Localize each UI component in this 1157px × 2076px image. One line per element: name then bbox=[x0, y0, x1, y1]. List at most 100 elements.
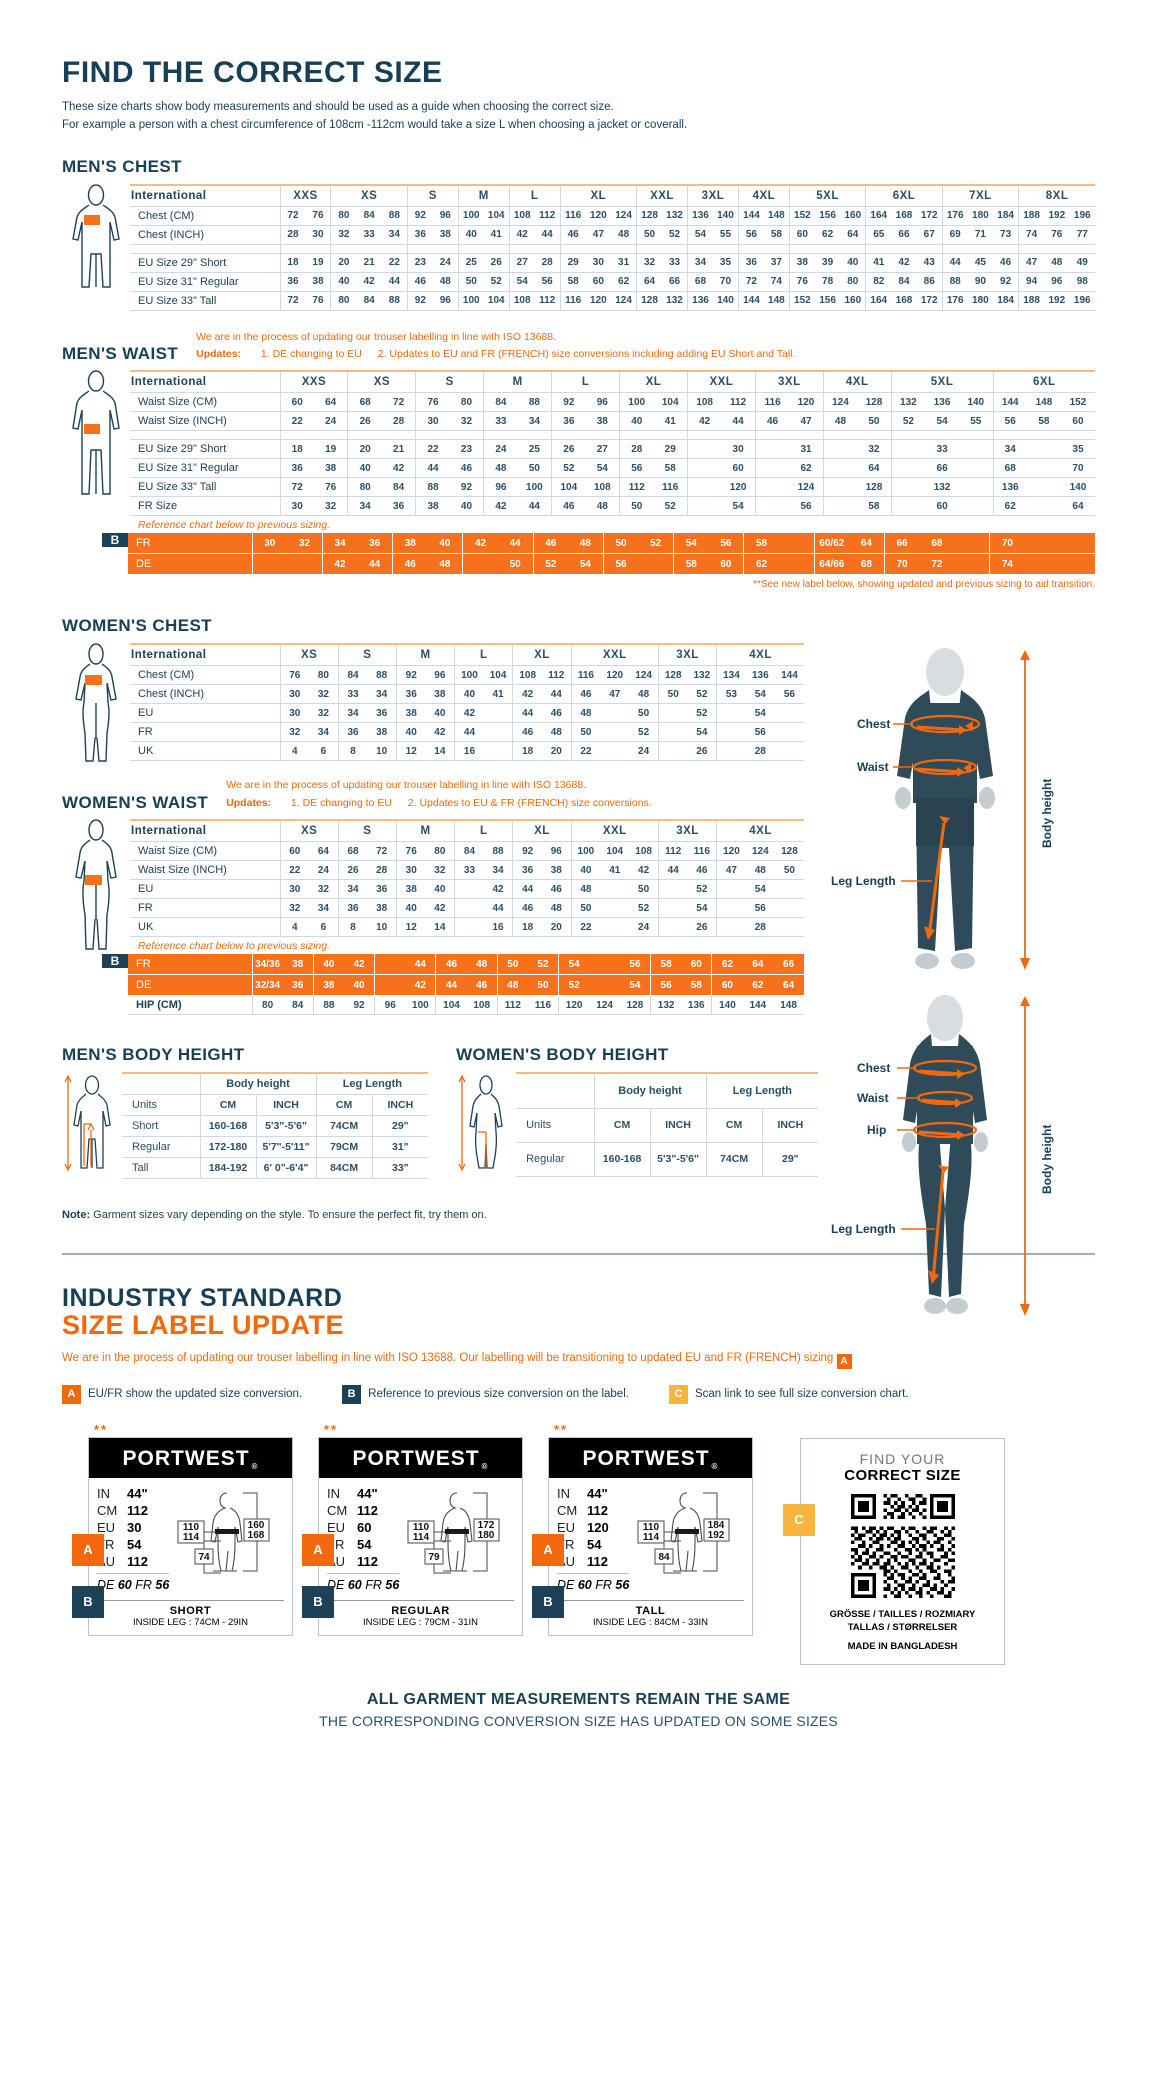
cell: 44 bbox=[941, 253, 968, 273]
cell: 48 bbox=[629, 684, 659, 705]
reference-cell bbox=[251, 553, 288, 576]
reference-cell: 50 bbox=[602, 533, 639, 555]
cell: 76 bbox=[313, 477, 348, 498]
registered-trademark-icon: ® bbox=[251, 1461, 259, 1471]
bh-unit-header: INCH bbox=[255, 1094, 317, 1116]
mens-chest-tbody: International XXS XS S M L XL XXL 3XL 4XL 5XL 6XL 7X… bbox=[130, 183, 1095, 311]
qr-card: FIND YOUR CORRECT SIZE bbox=[800, 1437, 1005, 1666]
cell: 42 bbox=[454, 703, 484, 724]
cell: 108 bbox=[512, 665, 542, 686]
cell: 38 bbox=[425, 684, 455, 705]
reference-cell: 44 bbox=[357, 553, 393, 576]
size-header: S bbox=[337, 643, 397, 667]
cell: 116 bbox=[570, 665, 601, 686]
cell: 28 bbox=[619, 439, 654, 460]
cell: 124 bbox=[611, 291, 637, 311]
size-header: 3XL bbox=[754, 370, 824, 394]
cell: 84 bbox=[483, 392, 518, 413]
cell: 160 bbox=[840, 206, 866, 226]
cell: 50 bbox=[629, 703, 659, 724]
cell: 80 bbox=[330, 291, 357, 311]
cell bbox=[686, 458, 722, 479]
cell: 34 bbox=[309, 722, 339, 743]
cell: 18 bbox=[279, 253, 306, 273]
cell: 32 bbox=[313, 496, 348, 517]
cell: 88 bbox=[381, 206, 408, 226]
cell: 92 bbox=[993, 272, 1019, 292]
table-row: Waist Size (CM) 60 64 68 72 76 80 84 88 92 96 100 10… bbox=[130, 392, 1095, 413]
cell: 34 bbox=[347, 496, 382, 517]
reference-cell: 32 bbox=[287, 533, 323, 555]
womens-chest-table: International XS S M L XL XXL 3XL 4XL Chest (CM) 7… bbox=[130, 643, 804, 762]
row-label: Waist Size (INCH) bbox=[130, 860, 280, 880]
spec-value: 112 bbox=[357, 1554, 378, 1570]
bh-row: Short 160-168 5'3"-5'6" 74CM 29" bbox=[122, 1115, 429, 1137]
qr-foot-2: TALLAS / STØRRELSER bbox=[847, 1621, 958, 1633]
mens-body-height-title: MEN'S BODY HEIGHT bbox=[62, 1045, 245, 1064]
reference-cell: 38 bbox=[391, 533, 428, 555]
cell: 124 bbox=[822, 392, 858, 413]
row-label: Chest (INCH) bbox=[130, 684, 280, 705]
cell: 96 bbox=[585, 392, 620, 413]
hip-cell: 132 bbox=[650, 996, 682, 1015]
size-header: 4XL bbox=[737, 183, 790, 207]
cell: 50 bbox=[457, 272, 484, 292]
size-label-update-section: INDUSTRY STANDARD SIZE LABEL UPDATE We a… bbox=[62, 1285, 1095, 1729]
row-label: EU Size 31" Regular bbox=[130, 272, 280, 292]
cell: 44 bbox=[657, 860, 688, 880]
cell: 54 bbox=[508, 272, 535, 292]
cell: 20 bbox=[541, 917, 572, 937]
cell: 36 bbox=[337, 898, 368, 918]
table-row: FR Size 30 32 34 36 38 40 42 44 46 48 50 52 54 56 58 60 6… bbox=[130, 496, 1095, 517]
mens-waist-update-2: 2. Updates to EU and FR (FRENCH) size co… bbox=[377, 348, 796, 361]
cell: 112 bbox=[534, 206, 561, 226]
size-header: 5XL bbox=[890, 370, 994, 394]
cell: 18 bbox=[279, 439, 314, 460]
cell: 172 bbox=[916, 206, 943, 226]
cell bbox=[774, 703, 804, 724]
cell: 184 bbox=[993, 206, 1019, 226]
cell: 152 bbox=[1060, 392, 1095, 413]
cell: 72 bbox=[279, 291, 306, 311]
row-label-international: International bbox=[130, 819, 280, 842]
male-body-figure-chest bbox=[62, 183, 130, 311]
fr-value: 56 bbox=[155, 1578, 170, 1593]
size-header: L bbox=[454, 819, 513, 842]
cell: 112 bbox=[619, 477, 654, 498]
row-label: Waist Size (CM) bbox=[130, 392, 280, 413]
reference-cell bbox=[1059, 533, 1095, 555]
cell: 128 bbox=[857, 392, 892, 413]
portwest-label-card: PORTWEST ® IN 44" CM 112 EU 120 FR 54 AU 112 DE 60 F… bbox=[548, 1436, 753, 1636]
row-label-international: International bbox=[130, 183, 280, 207]
table-spacer bbox=[130, 244, 1095, 254]
label-body: IN 44" CM 112 EU 60 FR 54 AU 112 DE 60 FR 56 110 114… bbox=[319, 1478, 522, 1598]
cell: 50 bbox=[774, 860, 804, 880]
cell: 44 bbox=[534, 225, 561, 245]
mens-waist-note-1: We are in the process of updating our tr… bbox=[196, 330, 557, 343]
spec-row: IN 44" bbox=[327, 1485, 399, 1502]
qr-foot-3: MADE IN BANGLADESH bbox=[847, 1641, 958, 1653]
womens-body-height-block: WOMEN'S BODY HEIGHT bbox=[456, 1045, 819, 1179]
reference-cell: 56 bbox=[602, 553, 639, 576]
intro-line-1: These size charts show body measurements… bbox=[62, 101, 614, 113]
bh-cell: 31" bbox=[371, 1136, 429, 1158]
spec-key: IN bbox=[557, 1485, 570, 1501]
spec-value: 44" bbox=[357, 1485, 378, 1501]
size-header: 3XL bbox=[657, 643, 717, 667]
cell: 60 bbox=[279, 841, 310, 861]
cell bbox=[959, 458, 994, 479]
reference-row: DE 32/34 36 38 40 42 44 46 48 50 52 54 56 58 60 62 64 bbox=[128, 974, 804, 996]
cell: 20 bbox=[330, 253, 357, 273]
fr-prefix: FR bbox=[365, 1578, 382, 1593]
cell: 54 bbox=[686, 225, 713, 245]
cell: 42 bbox=[356, 272, 382, 292]
cell: 80 bbox=[449, 392, 484, 413]
mens-waist-notes: We are in the process of updating our tr… bbox=[196, 329, 795, 365]
cell: 104 bbox=[483, 665, 513, 686]
label-figure: 110 114 184 192 84 bbox=[635, 1485, 731, 1594]
reference-cell: 58 bbox=[672, 553, 709, 576]
bh-cell: 5'3"-5'6" bbox=[255, 1115, 317, 1137]
cell bbox=[822, 496, 858, 517]
cell: 27 bbox=[585, 439, 620, 460]
cell: 12 bbox=[395, 741, 426, 762]
